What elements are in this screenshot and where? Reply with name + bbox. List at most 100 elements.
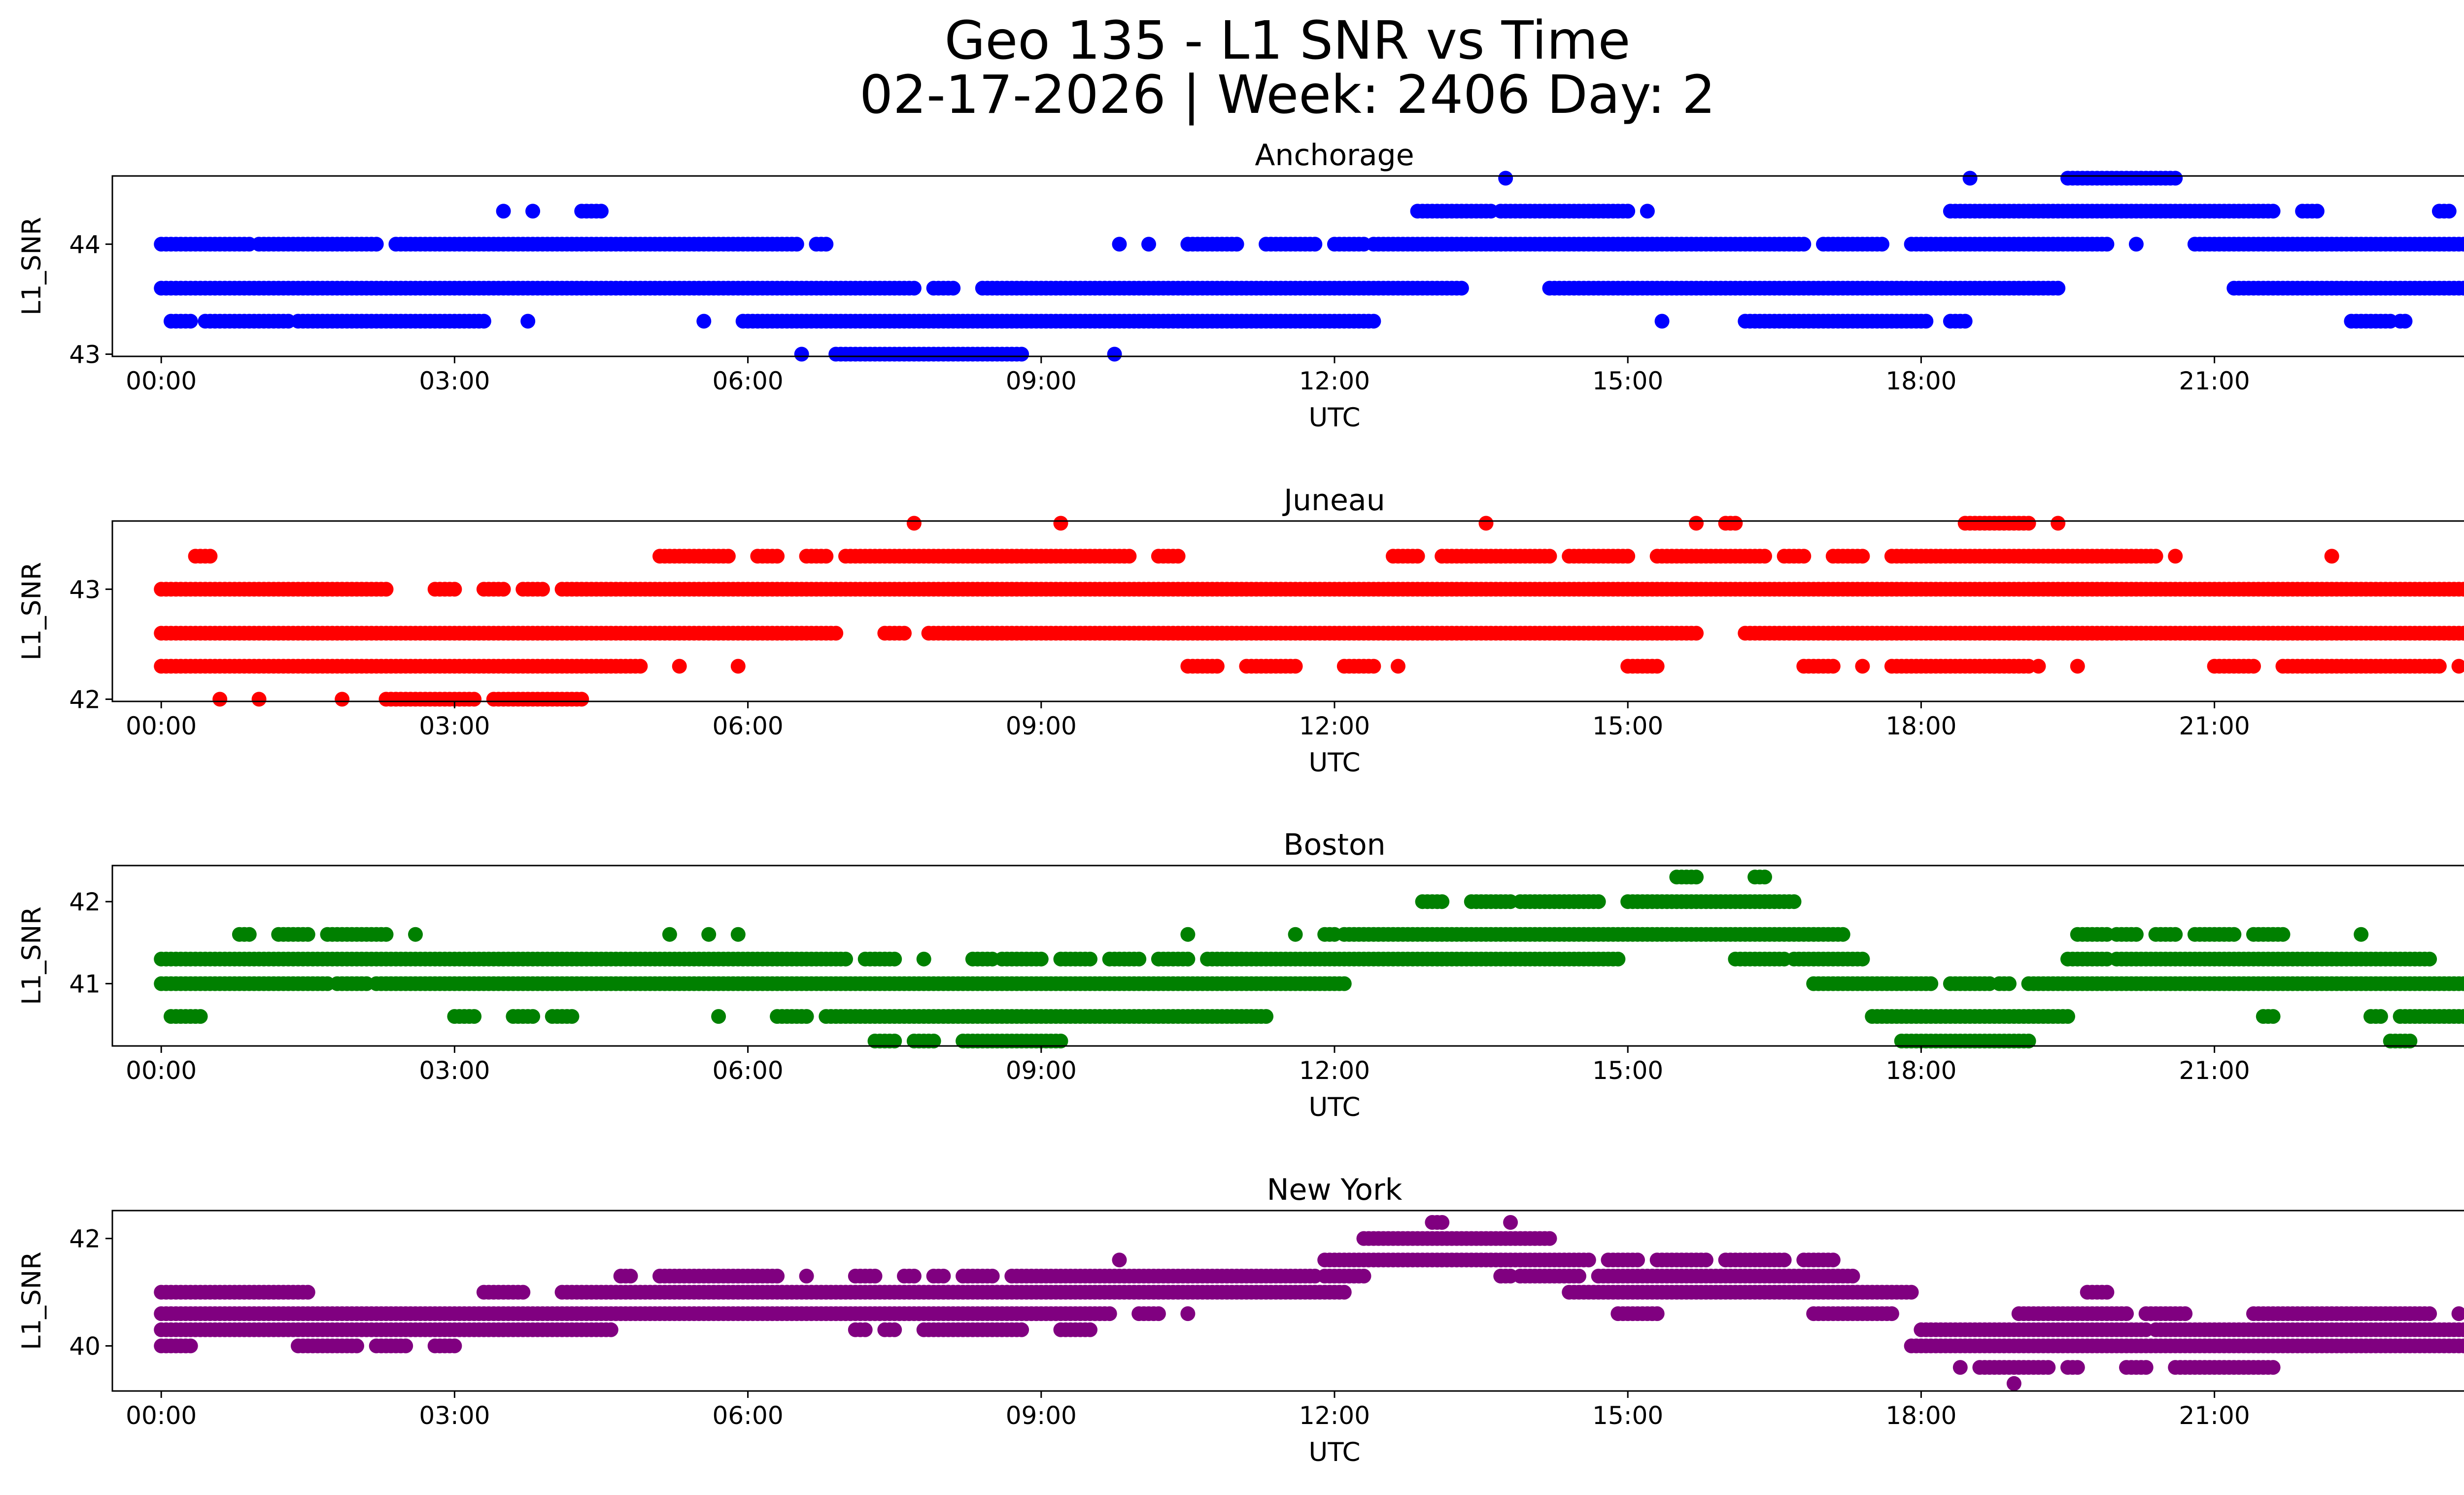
y-tick-label: 42 <box>69 888 101 916</box>
data-point <box>2138 1360 2154 1375</box>
data-point <box>1014 347 1029 362</box>
data-point <box>1855 659 1870 674</box>
x-tick-label: 09:00 <box>1006 712 1077 740</box>
x-tick-label: 00:00 <box>126 367 197 395</box>
data-point <box>2309 204 2325 219</box>
data-point <box>1014 1322 1029 1337</box>
data-point <box>799 1009 814 1024</box>
data-point <box>1786 894 1802 909</box>
data-point <box>770 549 785 564</box>
data-point <box>515 1285 531 1300</box>
data-point <box>251 692 267 707</box>
data-point <box>1478 516 1494 531</box>
data-point <box>1957 313 1973 329</box>
data-point <box>574 692 589 707</box>
data-point <box>212 692 228 707</box>
data-point <box>525 1009 541 1024</box>
data-point <box>193 1009 208 1024</box>
data-point <box>946 280 961 296</box>
data-point <box>1875 237 1889 252</box>
data-point <box>1649 659 1665 674</box>
data-point <box>2002 976 2017 991</box>
data-point <box>1410 549 1425 564</box>
data-point <box>2099 237 2115 252</box>
x-axis-label: UTC <box>1308 403 1360 433</box>
data-point <box>1835 927 1850 942</box>
subplot-title: Juneau <box>1282 483 1385 518</box>
data-point <box>2060 1009 2075 1024</box>
data-point <box>1728 516 1743 531</box>
data-point <box>1620 204 1636 219</box>
data-point <box>2451 659 2464 674</box>
data-point <box>1229 237 1244 252</box>
x-tick-label: 15:00 <box>1592 367 1663 395</box>
data-point <box>467 692 482 707</box>
x-tick-label: 21:00 <box>2179 367 2250 395</box>
data-point <box>1180 927 1196 942</box>
x-tick-label: 18:00 <box>1885 367 1956 395</box>
data-point <box>378 927 394 942</box>
data-point <box>1962 171 1978 186</box>
data-point <box>2461 583 2464 595</box>
data-point <box>897 626 912 641</box>
x-tick-label: 03:00 <box>419 367 490 395</box>
data-point <box>1542 549 1557 564</box>
x-tick-label: 06:00 <box>713 1056 784 1085</box>
data-point <box>1336 976 1352 991</box>
data-point <box>476 313 491 329</box>
data-point <box>2373 1009 2388 1024</box>
data-point <box>300 927 315 942</box>
data-point <box>2456 626 2464 641</box>
data-point <box>2168 927 2183 942</box>
data-point <box>1654 313 1670 329</box>
data-point <box>1918 313 1934 329</box>
data-point <box>711 1009 726 1024</box>
data-point <box>335 692 350 707</box>
data-point <box>300 1285 315 1300</box>
data-point <box>1336 1285 1352 1300</box>
data-point <box>183 313 198 329</box>
data-point <box>828 626 844 641</box>
data-point <box>2265 204 2281 219</box>
data-point <box>2119 1306 2134 1321</box>
data-point <box>730 927 746 942</box>
data-point <box>701 927 717 942</box>
data-point <box>1131 951 1147 967</box>
data-point <box>1757 549 1772 564</box>
data-point <box>2021 516 2036 531</box>
data-point <box>1102 1306 1117 1321</box>
data-point <box>789 237 804 252</box>
data-point <box>1083 951 1097 967</box>
data-point <box>1610 951 1626 967</box>
data-point <box>2031 659 2046 674</box>
x-tick-label: 00:00 <box>126 712 197 740</box>
y-axis-label: L1_SNR <box>17 906 47 1005</box>
x-tick-label: 15:00 <box>1592 1056 1663 1085</box>
x-tick-label: 12:00 <box>1299 712 1370 740</box>
x-tick-label: 12:00 <box>1299 1056 1370 1085</box>
data-point <box>794 347 809 362</box>
data-point <box>720 549 736 564</box>
data-point <box>467 1009 482 1024</box>
x-tick-label: 03:00 <box>419 712 490 740</box>
data-point <box>2461 627 2464 639</box>
data-point <box>1640 204 1655 219</box>
series-points <box>154 869 2464 1048</box>
x-tick-label: 21:00 <box>2179 712 2250 740</box>
data-point <box>1435 894 1450 909</box>
data-point <box>535 582 550 597</box>
data-point <box>1855 951 1870 967</box>
data-point <box>838 951 853 967</box>
y-axis-label: L1_SNR <box>17 217 47 315</box>
data-point <box>2128 927 2144 942</box>
y-tick-label: 41 <box>69 970 101 999</box>
axes-frame <box>111 520 2464 702</box>
data-point <box>1053 516 1068 531</box>
data-point <box>564 1009 580 1024</box>
data-point <box>2168 549 2183 564</box>
data-point <box>2070 1360 2085 1375</box>
